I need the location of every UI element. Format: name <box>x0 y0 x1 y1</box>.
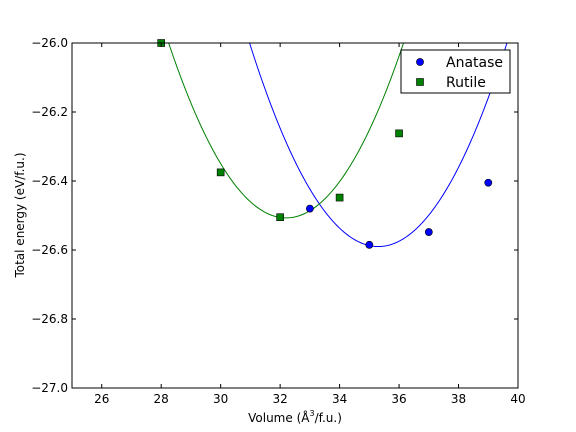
fit-line-anatase <box>249 43 508 248</box>
x-tick-label: 36 <box>391 392 406 406</box>
point-rutile <box>335 193 344 202</box>
legend-marker-anatase <box>416 58 424 66</box>
point-rutile <box>276 213 284 222</box>
y-tick-label: −26.6 <box>31 243 68 257</box>
point-rutile <box>395 129 403 138</box>
x-tick-label: 34 <box>332 392 347 406</box>
y-axis: −27.0 −26.8 −26.6 −26.4 −26.2 −26.0 <box>31 36 518 395</box>
y-axis-label: Total energy (eV/f.u.) <box>13 152 27 278</box>
legend-box <box>400 49 511 94</box>
y-tick-label: −26.4 <box>31 174 68 188</box>
x-tick-label: 28 <box>154 392 169 406</box>
x-tick-label: 38 <box>451 392 466 406</box>
legend-label-rutile: Rutile <box>446 75 486 91</box>
legend-label-anatase: Anatase <box>446 55 503 71</box>
fit-curves <box>168 43 508 248</box>
x-axis-label: Volume (Å3/f.u.) <box>248 409 342 425</box>
point-anatase <box>365 240 374 249</box>
point-rutile <box>216 168 225 177</box>
y-tick-label: −26.2 <box>31 105 68 119</box>
legend: Anatase Rutile <box>400 49 511 94</box>
x-axis: 26 28 30 32 34 36 38 40 <box>94 43 526 406</box>
x-tick-label: 30 <box>213 392 228 406</box>
plot-frame <box>71 42 519 389</box>
y-tick-label: −27.0 <box>31 381 68 395</box>
x-tick-label: 32 <box>272 392 287 406</box>
point-anatase <box>484 178 493 187</box>
x-tick-label: 26 <box>94 392 109 406</box>
y-tick-label: −26.0 <box>31 36 68 50</box>
fit-line-rutile <box>168 43 405 219</box>
plot-area <box>72 43 518 388</box>
legend-marker-rutile <box>416 78 424 86</box>
y-tick-label: −26.8 <box>31 312 68 326</box>
x-tick-label: 40 <box>510 392 525 406</box>
point-anatase <box>305 204 314 213</box>
point-anatase <box>424 228 433 236</box>
